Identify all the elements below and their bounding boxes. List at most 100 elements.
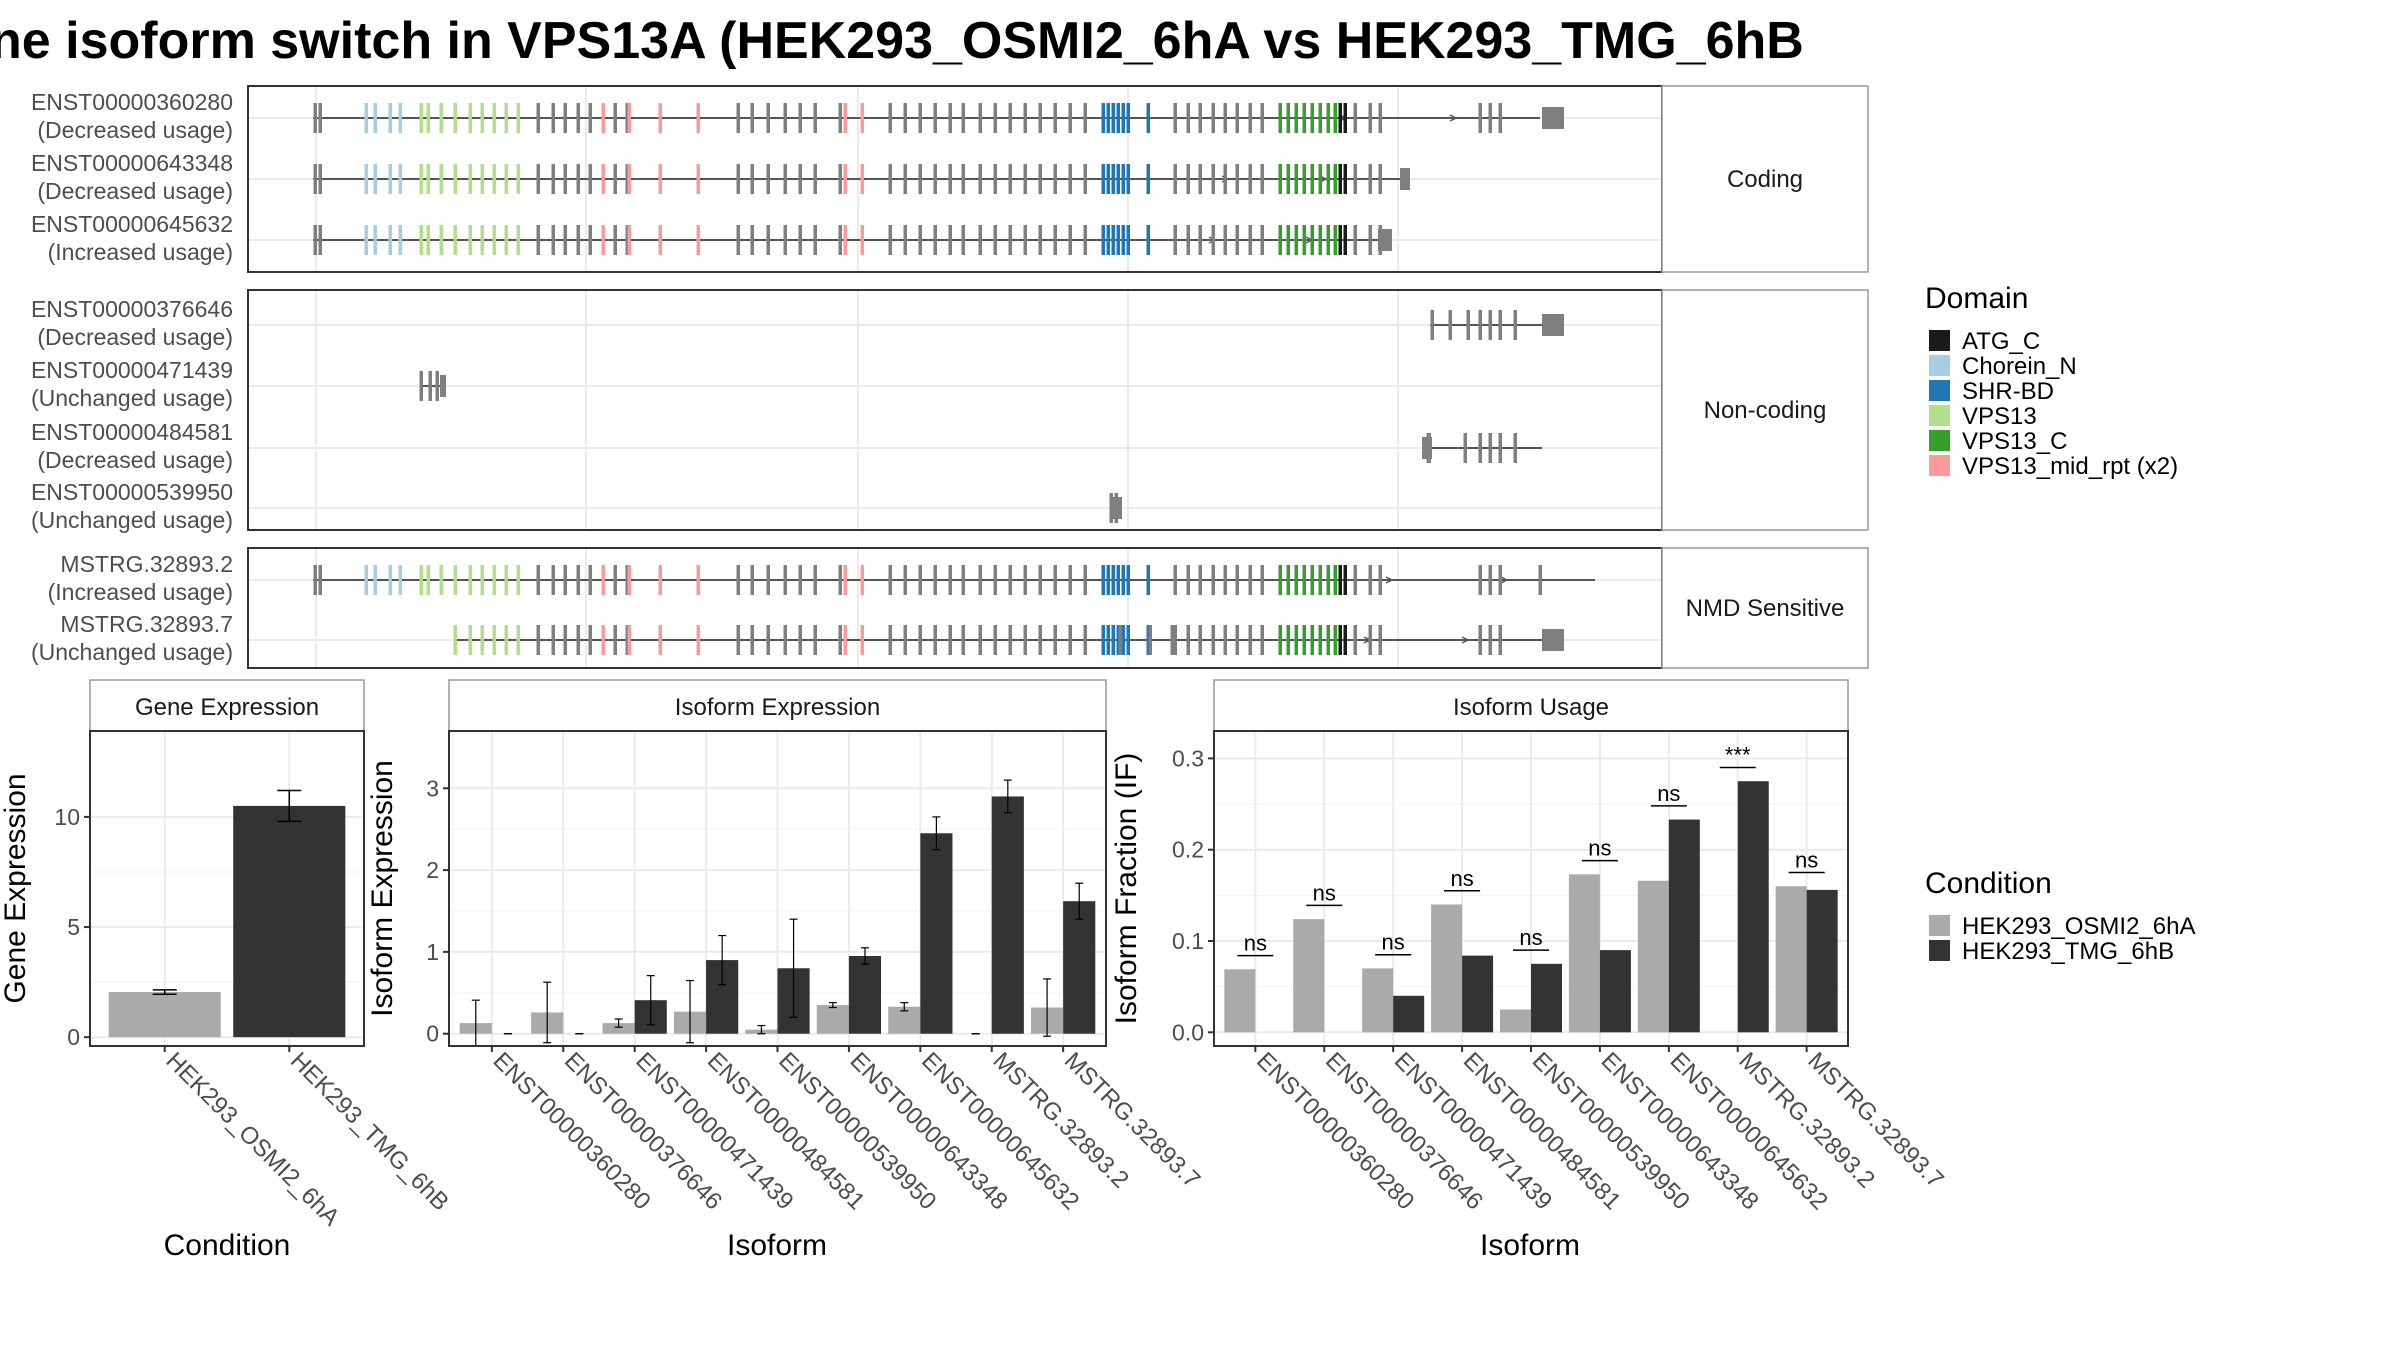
- exon: [1053, 625, 1057, 655]
- exon: [918, 225, 922, 255]
- exon: [1101, 565, 1105, 595]
- exon: [364, 164, 368, 194]
- exon: [813, 164, 817, 194]
- exon: [1101, 164, 1105, 194]
- exon: [313, 565, 317, 595]
- exon: [918, 103, 922, 133]
- exon: [978, 565, 982, 595]
- exon: [1326, 565, 1330, 595]
- exon: [453, 225, 457, 255]
- exon: [1353, 565, 1357, 595]
- exon: [860, 565, 864, 595]
- y-tick-label: 1: [426, 939, 439, 965]
- exon: [468, 565, 472, 595]
- exon: [1111, 225, 1115, 255]
- isoform-id-label: ENST00000539950: [31, 479, 233, 505]
- exon: [1101, 103, 1105, 133]
- chart-border: [89, 730, 365, 1047]
- exon: [1083, 164, 1087, 194]
- exon: [551, 225, 555, 255]
- exon: [1126, 625, 1130, 655]
- exon: [1286, 625, 1290, 655]
- exon: [736, 225, 740, 255]
- exon: [516, 625, 520, 655]
- chart-title: Isoform Usage: [1453, 694, 1609, 721]
- exon: [1235, 225, 1239, 255]
- y-axis-title: Isoform Expression: [366, 760, 399, 1017]
- exon: [536, 103, 540, 133]
- isoform-usage-label: (Unchanged usage): [31, 385, 233, 411]
- exon: [750, 565, 754, 595]
- exon: [1223, 103, 1227, 133]
- isoform-usage-label: (Increased usage): [48, 579, 233, 605]
- facet-background: [248, 548, 1662, 668]
- exon: [813, 625, 817, 655]
- y-axis-title: Gene Expression: [0, 773, 32, 1003]
- exon: [1338, 164, 1342, 194]
- exon: [1223, 225, 1227, 255]
- exon: [1106, 565, 1110, 595]
- exon: [1286, 565, 1290, 595]
- exon: [1498, 625, 1502, 655]
- bar: [920, 833, 953, 1034]
- exon: [1260, 625, 1264, 655]
- exon: [798, 164, 802, 194]
- exon: [1106, 164, 1110, 194]
- exon: [1106, 625, 1110, 655]
- exon: [313, 103, 317, 133]
- exon: [798, 565, 802, 595]
- exon: [1338, 565, 1342, 595]
- strand-arrow: [1500, 576, 1509, 584]
- exon: [627, 565, 631, 595]
- significance-label: ns: [1657, 781, 1680, 806]
- bar: [108, 992, 221, 1038]
- exon: [588, 164, 592, 194]
- exon: [468, 625, 472, 655]
- exon: [798, 103, 802, 133]
- exon: [1248, 164, 1252, 194]
- exon: [1008, 565, 1012, 595]
- significance-label: ns: [1313, 880, 1336, 905]
- exon: [1326, 225, 1330, 255]
- utr-exon: [1542, 107, 1564, 129]
- bar: [1775, 886, 1807, 1033]
- transcript-model: [313, 164, 1410, 194]
- chart-title: Isoform Expression: [675, 694, 880, 721]
- bar: [1737, 781, 1769, 1033]
- domain-legend-swatch: [1929, 405, 1950, 426]
- isoform-id-label: ENST00000376646: [31, 296, 233, 322]
- strand-arrow: [1385, 576, 1394, 584]
- exon: [613, 103, 617, 133]
- exon: [439, 164, 443, 194]
- exon: [993, 565, 997, 595]
- exon: [961, 565, 965, 595]
- exon: [1186, 103, 1190, 133]
- domain-legend: Domain ATG_CChorein_NSHR-BDVPS13VPS13_CVP…: [1925, 282, 2178, 480]
- exon: [1083, 103, 1087, 133]
- exon: [1211, 164, 1215, 194]
- exon: [1353, 103, 1357, 133]
- significance-label: ns: [1450, 866, 1473, 891]
- exon: [766, 565, 770, 595]
- exon: [313, 225, 317, 255]
- exon: [364, 225, 368, 255]
- exon: [1083, 625, 1087, 655]
- exon: [492, 625, 496, 655]
- significance-label: ***: [1725, 743, 1751, 768]
- exon: [978, 225, 982, 255]
- exon: [1286, 103, 1290, 133]
- exon: [1008, 225, 1012, 255]
- exon: [1260, 225, 1264, 255]
- exon: [783, 225, 787, 255]
- exon: [426, 225, 430, 255]
- isoform-id-label: MSTRG.32893.2: [60, 551, 233, 577]
- exon: [838, 164, 842, 194]
- exon: [1116, 565, 1120, 595]
- exon: [1146, 164, 1150, 194]
- exon: [766, 225, 770, 255]
- condition-legend-label: HEK293_OSMI2_6hA: [1962, 913, 2195, 940]
- exon: [736, 164, 740, 194]
- exon: [364, 565, 368, 595]
- exon: [1173, 164, 1177, 194]
- exon: [576, 103, 580, 133]
